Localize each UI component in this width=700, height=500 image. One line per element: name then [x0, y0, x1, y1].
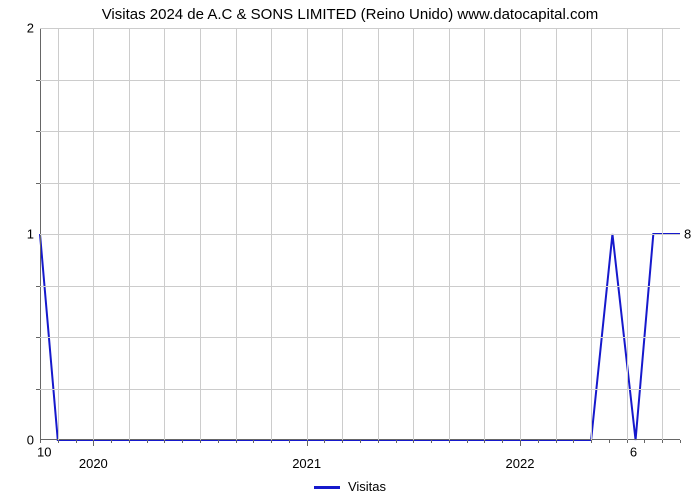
- x-minor-tick: [591, 440, 592, 443]
- x-minor-tick: [662, 440, 663, 443]
- x-minor-tick: [253, 440, 254, 443]
- x-tick-label: 2020: [79, 456, 108, 471]
- vgrid-line: [520, 28, 521, 440]
- vgrid-line: [484, 28, 485, 440]
- x-minor-tick: [236, 440, 237, 443]
- hgrid-line: [40, 183, 680, 184]
- x-minor-tick: [271, 440, 272, 443]
- vgrid-line: [627, 28, 628, 440]
- vgrid-line: [307, 28, 308, 440]
- hgrid-line: [40, 131, 680, 132]
- vgrid-line: [413, 28, 414, 440]
- x-minor-tick: [467, 440, 468, 443]
- x-minor-tick: [484, 440, 485, 443]
- x-minor-tick: [111, 440, 112, 443]
- x-minor-tick: [627, 440, 628, 443]
- hgrid-line: [40, 286, 680, 287]
- value-label: 8: [684, 227, 691, 242]
- vgrid-line: [200, 28, 201, 440]
- x-minor-tick: [396, 440, 397, 443]
- x-minor-tick: [573, 440, 574, 443]
- x-major-tick: [307, 440, 308, 446]
- x-minor-tick: [378, 440, 379, 443]
- vgrid-line: [342, 28, 343, 440]
- x-minor-tick: [129, 440, 130, 443]
- vgrid-line: [236, 28, 237, 440]
- x-major-tick: [93, 440, 94, 446]
- x-minor-tick: [680, 440, 681, 443]
- hgrid-line: [40, 234, 680, 235]
- vgrid-line: [93, 28, 94, 440]
- plot-area: 0122020202120221068: [40, 28, 680, 440]
- x-minor-tick: [200, 440, 201, 443]
- x-major-tick: [520, 440, 521, 446]
- x-minor-tick: [360, 440, 361, 443]
- x-minor-tick: [324, 440, 325, 443]
- chart-container: Visitas 2024 de A.C & SONS LIMITED (Rein…: [0, 0, 700, 500]
- x-minor-tick: [556, 440, 557, 443]
- x-minor-tick: [449, 440, 450, 443]
- vgrid-line: [591, 28, 592, 440]
- legend-swatch: [314, 486, 340, 489]
- value-label: 6: [630, 445, 637, 460]
- y-tick-label: 1: [27, 227, 34, 242]
- hgrid-line: [40, 80, 680, 81]
- vgrid-line: [129, 28, 130, 440]
- x-minor-tick: [609, 440, 610, 443]
- vgrid-line: [271, 28, 272, 440]
- vgrid-line: [556, 28, 557, 440]
- x-minor-tick: [342, 440, 343, 443]
- vgrid-line: [164, 28, 165, 440]
- chart-title: Visitas 2024 de A.C & SONS LIMITED (Rein…: [0, 6, 700, 23]
- y-tick-label: 2: [27, 21, 34, 36]
- x-minor-tick: [40, 440, 41, 443]
- x-minor-tick: [538, 440, 539, 443]
- legend: Visitas: [0, 479, 700, 494]
- x-minor-tick: [76, 440, 77, 443]
- value-label: 10: [37, 445, 51, 460]
- x-minor-tick: [502, 440, 503, 443]
- x-minor-tick: [644, 440, 645, 443]
- y-tick-label: 0: [27, 433, 34, 448]
- vgrid-line: [662, 28, 663, 440]
- x-minor-tick: [218, 440, 219, 443]
- vgrid-line: [449, 28, 450, 440]
- x-minor-tick: [182, 440, 183, 443]
- legend-label: Visitas: [348, 479, 386, 494]
- x-minor-tick: [58, 440, 59, 443]
- vgrid-line: [378, 28, 379, 440]
- x-tick-label: 2022: [506, 456, 535, 471]
- x-minor-tick: [289, 440, 290, 443]
- vgrid-line: [58, 28, 59, 440]
- x-tick-label: 2021: [292, 456, 321, 471]
- x-minor-tick: [431, 440, 432, 443]
- hgrid-line: [40, 337, 680, 338]
- x-minor-tick: [164, 440, 165, 443]
- hgrid-line: [40, 389, 680, 390]
- x-minor-tick: [147, 440, 148, 443]
- x-minor-tick: [413, 440, 414, 443]
- hgrid-line: [40, 28, 680, 29]
